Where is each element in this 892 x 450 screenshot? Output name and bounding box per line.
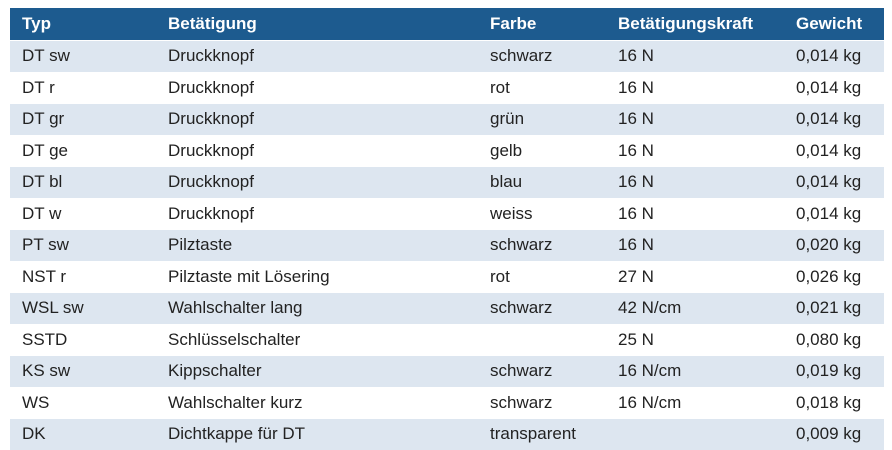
header-cell: Typ: [10, 8, 156, 41]
table-cell: 0,014 kg: [784, 40, 884, 72]
table-cell: Kippschalter: [156, 355, 478, 387]
table-cell: DT sw: [10, 40, 156, 72]
table-cell: 0,014 kg: [784, 103, 884, 135]
table-cell: Pilztaste: [156, 229, 478, 261]
table-cell: rot: [478, 71, 606, 104]
table-cell: Druckknopf: [156, 166, 478, 198]
table-cell: weiss: [478, 197, 606, 230]
table-cell: blau: [478, 166, 606, 198]
header-row: Typ Betätigung Farbe Betätigungskraft Gewich…: [10, 8, 884, 41]
table-cell: 16 N/cm: [606, 386, 784, 419]
table-cell: DT ge: [10, 134, 156, 167]
table-cell: schwarz: [478, 292, 606, 324]
table-cell: [478, 323, 606, 356]
table-row: DT sw Druckknopf schwarz 16 N 0,014 kg: [10, 40, 884, 72]
table-cell: 16 N: [606, 103, 784, 135]
table-row: SSTD Schlüsselschalter 25 N 0,080 kg: [10, 323, 884, 356]
table-cell: 16 N: [606, 229, 784, 261]
table-cell: schwarz: [478, 40, 606, 72]
table-cell: 0,014 kg: [784, 71, 884, 104]
table-cell: 0,014 kg: [784, 134, 884, 167]
table-cell: DT bl: [10, 166, 156, 198]
table-cell: NST r: [10, 260, 156, 293]
table-cell: DK: [10, 418, 156, 450]
table-cell: schwarz: [478, 355, 606, 387]
table-row: DK Dichtkappe für DT transparent 0,009 kg: [10, 418, 884, 450]
table-cell: 25 N: [606, 323, 784, 356]
table-cell: Druckknopf: [156, 134, 478, 167]
table-cell: DT r: [10, 71, 156, 104]
table-cell: 16 N: [606, 197, 784, 230]
table-cell: 0,019 kg: [784, 355, 884, 387]
data-table: Typ Betätigung Farbe Betätigungskraft Gewich…: [10, 8, 884, 450]
table-cell: Druckknopf: [156, 197, 478, 230]
table-cell: Druckknopf: [156, 40, 478, 72]
table-cell: SSTD: [10, 323, 156, 356]
table-cell: Pilztaste mit Lösering: [156, 260, 478, 293]
table-row: WS Wahlschalter kurz schwarz 16 N/cm 0,018 k…: [10, 386, 884, 419]
header-cell: Betätigung: [156, 8, 478, 41]
table-cell: 0,080 kg: [784, 323, 884, 356]
table-cell: WSL sw: [10, 292, 156, 324]
table-cell: DT w: [10, 197, 156, 230]
table-cell: 42 N/cm: [606, 292, 784, 324]
table-cell: 16 N: [606, 40, 784, 72]
table-row: DT gr Druckknopf grün 16 N 0,014 kg: [10, 103, 884, 135]
table-row: DT bl Druckknopf blau 16 N 0,014 kg: [10, 166, 884, 198]
table-cell: 16 N: [606, 134, 784, 167]
table-cell: 16 N: [606, 71, 784, 104]
table-row: DT w Druckknopf weiss 16 N 0,014 kg: [10, 197, 884, 230]
table-cell: 27 N: [606, 260, 784, 293]
table-row: WSL sw Wahlschalter lang schwarz 42 N/cm 0,0…: [10, 292, 884, 324]
table-cell: [606, 418, 784, 450]
table-cell: Wahlschalter lang: [156, 292, 478, 324]
table-cell: 16 N: [606, 166, 784, 198]
table-row: KS sw Kippschalter schwarz 16 N/cm 0,019 kg: [10, 355, 884, 387]
table-cell: 0,009 kg: [784, 418, 884, 450]
table-cell: 0,026 kg: [784, 260, 884, 293]
table-cell: Wahlschalter kurz: [156, 386, 478, 419]
table-cell: Dichtkappe für DT: [156, 418, 478, 450]
table-cell: WS: [10, 386, 156, 419]
table-cell: schwarz: [478, 386, 606, 419]
table-row: PT sw Pilztaste schwarz 16 N 0,020 kg: [10, 229, 884, 261]
table-cell: gelb: [478, 134, 606, 167]
table-cell: 16 N/cm: [606, 355, 784, 387]
table-row: DT ge Druckknopf gelb 16 N 0,014 kg: [10, 134, 884, 167]
header-cell: Betätigungskraft: [606, 8, 784, 41]
table-cell: 0,018 kg: [784, 386, 884, 419]
table-cell: 0,014 kg: [784, 197, 884, 230]
table-cell: Druckknopf: [156, 71, 478, 104]
table-row: DT r Druckknopf rot 16 N 0,014 kg: [10, 71, 884, 104]
header-cell: Farbe: [478, 8, 606, 41]
table-cell: 0,021 kg: [784, 292, 884, 324]
header-cell: Gewicht: [784, 8, 884, 41]
table-row: NST r Pilztaste mit Lösering rot 27 N 0,026 …: [10, 260, 884, 293]
table-cell: rot: [478, 260, 606, 293]
table-cell: DT gr: [10, 103, 156, 135]
table-body: DT sw Druckknopf schwarz 16 N 0,014 kg DT r Dr…: [10, 40, 884, 450]
table-cell: 0,014 kg: [784, 166, 884, 198]
table-cell: schwarz: [478, 229, 606, 261]
table-cell: Schlüsselschalter: [156, 323, 478, 356]
table-cell: PT sw: [10, 229, 156, 261]
table-cell: grün: [478, 103, 606, 135]
table-cell: transparent: [478, 418, 606, 450]
table-cell: 0,020 kg: [784, 229, 884, 261]
table-cell: Druckknopf: [156, 103, 478, 135]
table-cell: KS sw: [10, 355, 156, 387]
